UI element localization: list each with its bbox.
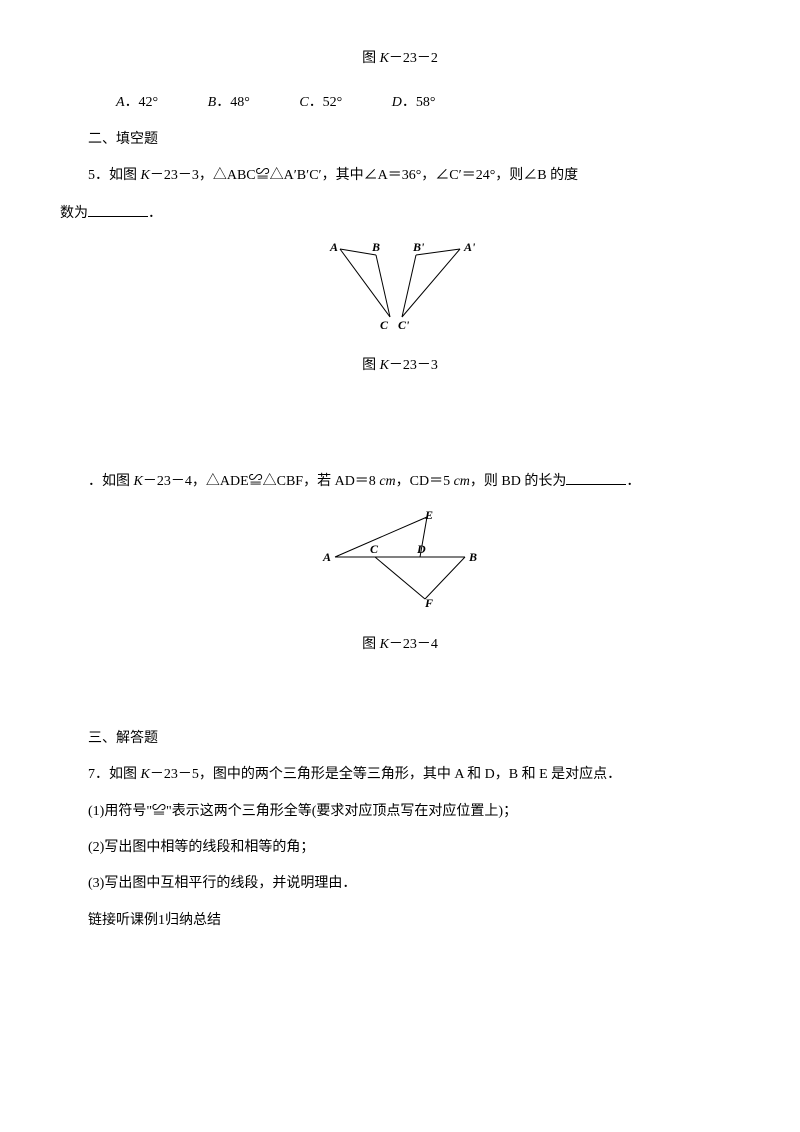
question-7-sub2: (2)写出图中相等的线段和相等的角； <box>60 837 740 859</box>
section-2-title: 二、填空题 <box>60 129 740 151</box>
spacer-2 <box>60 678 740 728</box>
figure-4: A B C D E F <box>60 507 740 615</box>
figure-4-caption: 图 K－23－4 <box>60 634 740 656</box>
option-b-val: ．48° <box>216 95 250 110</box>
option-b: B．48° <box>180 92 250 114</box>
footer-link-text: 链接听课例1归纳总结 <box>60 910 740 932</box>
fig3-label-B: B <box>371 240 380 254</box>
fig3-label-C: C <box>380 318 389 329</box>
fig4-label-C: C <box>370 542 379 556</box>
question-7-sub3: (3)写出图中互相平行的线段，并说明理由． <box>60 873 740 895</box>
figure-3-caption-suffix: －23－3 <box>389 358 438 373</box>
question-5-k: K <box>141 168 150 183</box>
blank-q5[interactable] <box>88 202 148 217</box>
question-7: 7．如图 K－23－5，图中的两个三角形是全等三角形，其中 A 和 D，B 和 … <box>60 764 740 786</box>
question-5-line2: 数为 ． <box>60 202 740 225</box>
question-6-cm2: cm <box>454 474 470 489</box>
section-3-title: 三、解答题 <box>60 728 740 750</box>
figure-2-caption-k: K <box>380 51 389 66</box>
question-6-end: ． <box>626 474 640 489</box>
fig4-label-D: D <box>416 542 426 556</box>
figure-2-caption: 图 K－23－2 <box>60 48 740 70</box>
fig3-label-Ap: A' <box>463 240 476 254</box>
figure-3-caption-k: K <box>380 358 389 373</box>
question-7-prefix: 7．如图 <box>88 767 141 782</box>
figure-3-caption: 图 K－23－3 <box>60 355 740 377</box>
option-a-label: A <box>116 95 125 110</box>
option-c-label: C <box>299 95 308 110</box>
option-c: C．52° <box>271 92 342 114</box>
question-6-mid: －23－4，△ADE≌△CBF，若 AD＝8 <box>143 474 379 489</box>
option-c-val: ．52° <box>309 95 343 110</box>
figure-2-caption-prefix: 图 <box>362 51 380 66</box>
question-6-cm1: cm <box>379 474 395 489</box>
figure-4-lines <box>335 517 465 599</box>
question-7-k: K <box>141 767 150 782</box>
figure-4-caption-suffix: －23－4 <box>389 637 438 652</box>
option-a-val: ．42° <box>125 95 159 110</box>
blank-q6[interactable] <box>566 470 626 485</box>
question-5-body-b: 数为 <box>60 206 88 221</box>
figure-3-svg: A B C B' A' C' <box>320 239 480 329</box>
question-5-body-a: －23－3，△ABC≌△A′B′C′，其中∠A＝36°，∠C′＝24°，则∠B … <box>150 168 578 183</box>
question-6-k: K <box>134 474 143 489</box>
fig4-label-F: F <box>424 596 433 607</box>
question-6-mid2: ，CD＝5 <box>396 474 454 489</box>
figure-3: A B C B' A' C' <box>60 239 740 337</box>
question-6: ．如图 K－23－4，△ADE≌△CBF，若 AD＝8 cm，CD＝5 cm，则… <box>60 470 740 493</box>
fig4-label-E: E <box>424 508 433 522</box>
question-5-body-c: ． <box>148 206 162 221</box>
figure-4-svg: A B C D E F <box>315 507 485 607</box>
option-d-val: ．58° <box>402 95 436 110</box>
figure-4-caption-k: K <box>380 637 389 652</box>
question-5-prefix: 5．如图 <box>88 168 141 183</box>
question-6-prefix: ．如图 <box>88 474 134 489</box>
spacer-1 <box>60 400 740 470</box>
options-row: A．42° B．48° C．52° D．58° <box>60 92 740 114</box>
option-d: D．58° <box>364 92 436 114</box>
fig3-label-A: A <box>329 240 338 254</box>
figure-3-lines <box>340 249 460 317</box>
figure-3-caption-prefix: 图 <box>362 358 380 373</box>
figure-2-caption-suffix: －23－2 <box>389 51 438 66</box>
option-b-label: B <box>208 95 217 110</box>
question-7-sub1: (1)用符号"≌"表示这两个三角形全等(要求对应顶点写在对应位置上)； <box>60 801 740 823</box>
question-7-body: －23－5，图中的两个三角形是全等三角形，其中 A 和 D，B 和 E 是对应点… <box>150 767 621 782</box>
page: 图 K－23－2 A．42° B．48° C．52° D．58° 二、填空题 5… <box>0 0 800 986</box>
option-a: A．42° <box>88 92 158 114</box>
fig3-label-Cp: C' <box>398 318 410 329</box>
question-5: 5．如图 K－23－3，△ABC≌△A′B′C′，其中∠A＝36°，∠C′＝24… <box>60 165 740 187</box>
question-6-tail: ，则 BD 的长为 <box>470 474 566 489</box>
figure-4-caption-prefix: 图 <box>362 637 380 652</box>
fig3-label-Bp: B' <box>412 240 425 254</box>
fig4-label-B: B <box>468 550 477 564</box>
option-d-label: D <box>392 95 402 110</box>
fig4-label-A: A <box>322 550 331 564</box>
